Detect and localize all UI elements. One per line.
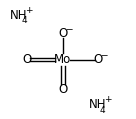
Text: 4: 4 bbox=[100, 106, 106, 115]
Text: −: − bbox=[64, 24, 72, 33]
Text: NH: NH bbox=[88, 98, 106, 111]
Text: NH: NH bbox=[10, 9, 27, 22]
Text: O: O bbox=[23, 53, 32, 66]
Text: +: + bbox=[25, 6, 33, 15]
Text: O: O bbox=[93, 53, 103, 66]
Text: −: − bbox=[100, 50, 107, 59]
Text: 4: 4 bbox=[21, 16, 27, 25]
Text: O: O bbox=[58, 27, 67, 40]
Text: O: O bbox=[58, 83, 67, 96]
Text: +: + bbox=[104, 95, 112, 104]
Text: Mo: Mo bbox=[54, 53, 71, 66]
